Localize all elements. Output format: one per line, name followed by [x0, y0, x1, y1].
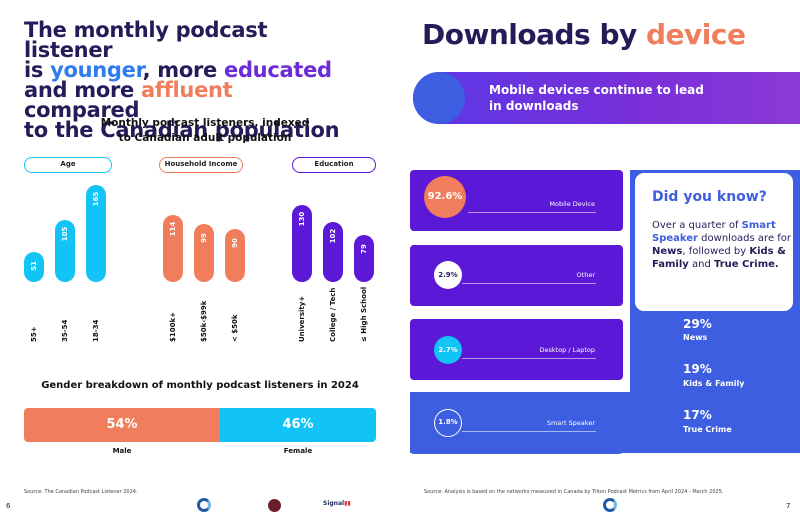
gender-bar-female: 46% [220, 408, 376, 442]
stat-card-true-crime [645, 407, 800, 441]
gender-label-male: Male [112, 447, 132, 455]
know-text-smart-speaker: Smart Speaker [652, 220, 776, 244]
signal-logo-mark: ▮▮ [344, 500, 351, 507]
bar: 79 [354, 235, 374, 282]
stat-card-kids-family [645, 361, 800, 395]
title-main: Downloads by [422, 18, 647, 51]
downloads-title: Downloads by device [422, 18, 746, 51]
title-accent: device [646, 18, 746, 51]
group-label-age: Age [24, 157, 112, 173]
bar-category-label: $50k-$99k [200, 300, 208, 342]
banner-line: in downloads [489, 99, 579, 113]
device-divider [462, 358, 596, 359]
did-you-know-box [634, 172, 794, 312]
banner-text: Mobile devices continue to lead in downl… [489, 82, 729, 114]
headline-part: is [24, 58, 51, 82]
headline-part: to the Canadian population [24, 118, 340, 142]
know-text-news: News [652, 246, 683, 257]
group-label-income: Household Income [159, 157, 243, 173]
device-pct-desktop: 2.7% [434, 336, 462, 364]
bar-value-label: 130 [298, 211, 306, 227]
bar-category-label: $100k+ [169, 311, 177, 342]
stat-label-kids-family: Kids & Family [683, 379, 745, 388]
bar-value-label: 79 [360, 244, 368, 254]
know-text-true-crime: True Crime. [713, 259, 779, 270]
bar-value-label: 51 [30, 261, 38, 271]
know-text-part: downloads are for [698, 233, 792, 244]
chart-title-line: to Canadian adult population [118, 132, 292, 144]
signal-logo-text: Signal [323, 500, 345, 507]
group-label-education: Education [292, 157, 376, 173]
bar: 102 [323, 222, 343, 282]
bar-value-label: 102 [329, 228, 337, 244]
bar: 90 [225, 229, 245, 282]
signal-logo: Signal▮▮ [323, 500, 351, 507]
headline-younger: younger [50, 58, 143, 82]
device-divider [468, 212, 596, 213]
bar: 51 [24, 252, 44, 282]
know-text-part: and [688, 259, 714, 270]
bar-category-label: ≤ High School [360, 286, 368, 342]
know-text-kids: Kids & Family [652, 246, 786, 270]
bar-value-label: 105 [61, 226, 69, 242]
bar-value-label: 99 [200, 233, 208, 243]
device-label-mobile: Mobile Device [549, 200, 595, 208]
bar-value-label: 114 [169, 221, 177, 237]
bar-category-label: 18-34 [92, 319, 100, 342]
gender-chart-title: Gender breakdown of monthly podcast list… [41, 380, 359, 391]
logo-emblem-icon [197, 498, 211, 512]
bar-value-label: 90 [231, 238, 239, 248]
device-pct-smart-speaker: 1.8% [434, 409, 462, 437]
chart-title: Monthly podcast listeners, indexed to Ca… [100, 116, 310, 146]
bar: 130 [292, 205, 312, 282]
chart-title-line: Monthly podcast listeners, indexed [100, 117, 310, 129]
headline-part: compared [24, 98, 140, 122]
gender-label-female: Female [283, 447, 313, 455]
headline-part: , more [142, 58, 224, 82]
bar-category-label: 35-54 [61, 319, 69, 342]
stat-label-true-crime: True Crime [683, 425, 732, 434]
bar-category-label: College / Tech [329, 287, 337, 342]
source-note-left: Source: The Canadian Podcast Listener 20… [24, 489, 138, 495]
bar: 165 [86, 185, 106, 282]
headline-educated: educated [224, 58, 332, 82]
bar: 105 [55, 220, 75, 282]
headline-part: and more [24, 78, 141, 102]
device-pct-mobile: 92.6% [424, 176, 466, 218]
device-divider [462, 283, 596, 284]
headline-part: The monthly podcast listener [24, 18, 268, 62]
stat-card-news [645, 316, 800, 350]
logo-emblem-icon [603, 498, 617, 512]
banner [413, 72, 800, 124]
know-text-part: , followed by [682, 246, 750, 257]
did-you-know-title: Did you know? [652, 189, 767, 205]
headline-affluent: affluent [140, 78, 233, 102]
stat-pct-true-crime: 17% [683, 408, 712, 422]
device-label-other: Other [576, 271, 595, 279]
banner-circle [413, 72, 465, 124]
bar: 114 [163, 215, 183, 282]
device-label-desktop: Desktop / Laptop [539, 346, 595, 354]
source-note-right: Source: Analysis is based on the network… [424, 489, 724, 495]
bar: 99 [194, 224, 214, 282]
stat-pct-kids-family: 19% [683, 362, 712, 376]
gender-bar-male: 54% [24, 408, 220, 442]
did-you-know-text: Over a quarter of Smart Speaker download… [652, 219, 792, 271]
podcast-network-logo-icon [268, 499, 281, 512]
device-divider [462, 431, 596, 432]
bar-category-label: 55+ [30, 326, 38, 342]
page-number-right: 7 [786, 502, 791, 510]
stat-pct-news: 29% [683, 317, 712, 331]
stat-label-news: News [683, 333, 708, 342]
bar-category-label: University+ [298, 295, 306, 342]
page-number-left: 6 [6, 502, 11, 510]
bar-value-label: 165 [92, 191, 100, 207]
know-text-part: Over a quarter of [652, 220, 742, 231]
banner-line: Mobile devices continue to lead [489, 83, 704, 97]
bar-category-label: < $50k [231, 314, 239, 342]
page-headline: The monthly podcast listener is younger,… [24, 18, 354, 142]
device-label-smart-speaker: Smart Speaker [546, 419, 595, 427]
device-pct-other: 2.9% [434, 261, 462, 289]
